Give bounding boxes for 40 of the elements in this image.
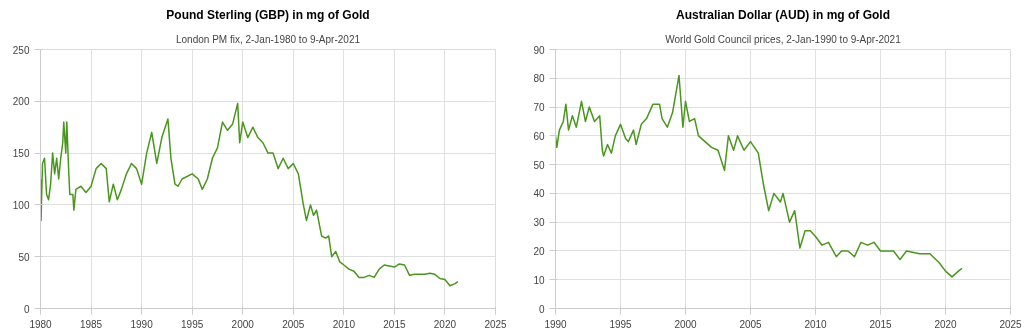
- y-tick-label: 250: [12, 44, 30, 56]
- chart-title: Australian Dollar (AUD) in mg of Gold: [676, 7, 891, 22]
- y-tick-label: 50: [533, 159, 545, 171]
- x-tick-label: 1990: [130, 318, 154, 330]
- x-tick-label: 2005: [739, 318, 763, 330]
- x-tick-label: 2020: [934, 318, 958, 330]
- y-tick-label: 0: [23, 303, 30, 315]
- x-tick-label: 1990: [544, 318, 568, 330]
- y-tick-label: 80: [533, 73, 545, 85]
- y-tick-label: 60: [533, 130, 545, 142]
- line-series: [555, 74, 963, 278]
- x-tick-label: 2000: [231, 318, 255, 330]
- x-tick-label: 2025: [484, 318, 508, 330]
- y-tick-label: 30: [533, 217, 545, 229]
- y-tick-label: 20: [533, 245, 545, 257]
- y-tick-label: 0: [538, 303, 545, 315]
- y-tick-label: 70: [533, 102, 545, 114]
- x-tick-label: 1985: [79, 318, 103, 330]
- chart-subtitle: London PM fix, 2-Jan-1980 to 9-Apr-2021: [176, 33, 361, 45]
- y-tick-label: 200: [12, 96, 30, 108]
- x-tick-label: 2010: [332, 318, 356, 330]
- x-tick-label: 2025: [999, 318, 1023, 330]
- x-tick-label: 1995: [609, 318, 633, 330]
- line-series: [40, 102, 459, 287]
- chart-subtitle: World Gold Council prices, 2-Jan-1990 to 9-Apr-2021: [665, 33, 902, 45]
- x-tick-label: 2010: [804, 318, 828, 330]
- chart-title: Pound Sterling (GBP) in mg of Gold: [166, 7, 370, 22]
- x-tick-label: 1980: [29, 318, 53, 330]
- x-tick-label: 2000: [674, 318, 698, 330]
- x-tick-label: 1995: [181, 318, 204, 330]
- y-tick-label: 40: [533, 188, 545, 200]
- x-tick-label: 2015: [383, 318, 406, 330]
- y-tick-label: 50: [18, 251, 30, 263]
- x-tick-label: 2005: [282, 318, 305, 330]
- y-tick-label: 150: [12, 148, 30, 160]
- x-tick-label: 2015: [869, 318, 893, 330]
- y-tick-label: 10: [533, 274, 545, 286]
- x-tick-label: 2020: [433, 318, 457, 330]
- y-tick-label: 90: [533, 44, 545, 56]
- y-tick-label: 100: [12, 199, 30, 211]
